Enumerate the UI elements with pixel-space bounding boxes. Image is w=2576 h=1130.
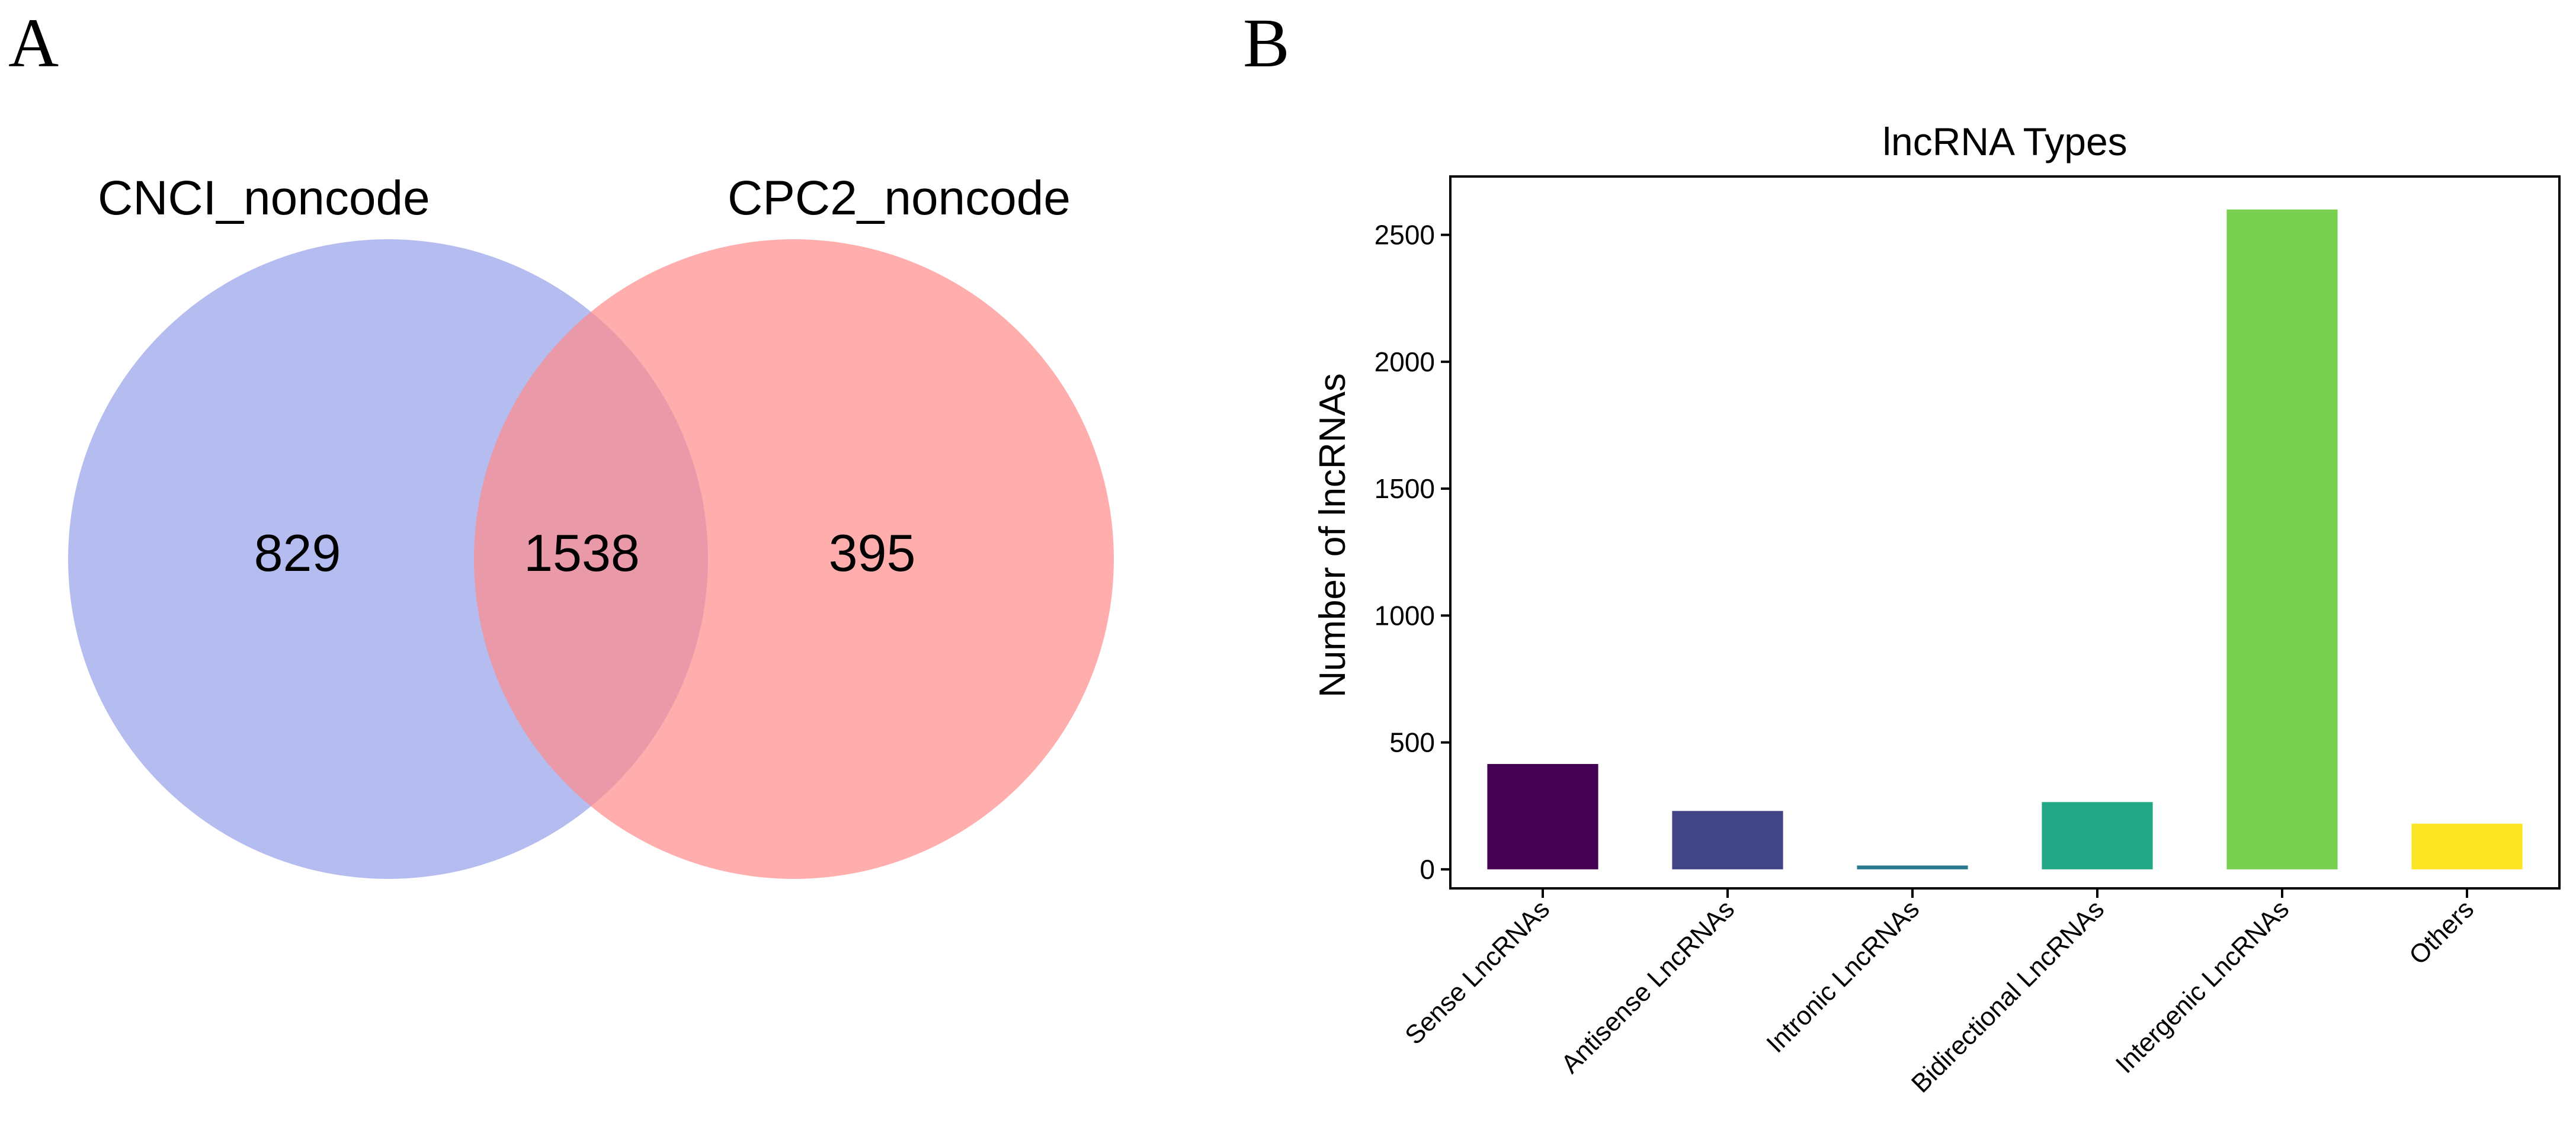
venn-right-circle — [474, 239, 1114, 879]
y-tick-label: 2000 — [1374, 346, 1435, 377]
chart-title: lncRNA Types — [1882, 120, 2127, 163]
venn-right-set-label: CPC2_noncode — [728, 171, 1071, 225]
y-tick-label: 2500 — [1374, 220, 1435, 251]
x-tick-label: Intronic LncRNAs — [1761, 894, 1925, 1058]
panel-a-label: A — [8, 4, 59, 82]
y-tick-label: 0 — [1420, 854, 1435, 885]
venn-left-only-count: 829 — [254, 524, 341, 582]
bar — [1672, 811, 1783, 869]
bar — [1857, 865, 1968, 869]
x-tick-label: Bidirectional LncRNAs — [1906, 894, 2110, 1098]
x-axis: Sense LncRNAs Antisense LncRNAs Intronic L… — [1399, 888, 2479, 1099]
y-axis-title: Number of lncRNAs — [1312, 373, 1353, 698]
y-axis: 0 500 1000 1500 2000 2500 — [1374, 220, 1450, 885]
x-tick-label: Intergenic LncRNAs — [2110, 894, 2295, 1078]
venn-intersection-count: 1538 — [524, 524, 640, 582]
y-tick-label: 500 — [1389, 727, 1435, 758]
bar-chart: lncRNA Types Number of lncRNAs 0 500 1000 1… — [1312, 120, 2561, 1099]
venn-right-only-count: 395 — [829, 524, 916, 582]
venn-diagram: CNCI_noncode CPC2_noncode 829 1538 395 — [68, 171, 1114, 879]
panel-b-label: B — [1243, 4, 1290, 82]
y-tick-label: 1000 — [1374, 600, 1435, 631]
bar — [2411, 823, 2523, 869]
venn-left-set-label: CNCI_noncode — [98, 171, 430, 225]
x-tick-label: Sense LncRNAs — [1399, 894, 1555, 1050]
x-tick-label: Antisense LncRNAs — [1556, 894, 1740, 1078]
bar — [2042, 802, 2153, 869]
bars — [1487, 209, 2523, 869]
plot-frame — [1449, 175, 2561, 890]
bar — [1487, 764, 1598, 869]
x-tick-label: Others — [2404, 894, 2479, 970]
bar — [2226, 209, 2338, 869]
y-tick-label: 1500 — [1374, 473, 1435, 504]
